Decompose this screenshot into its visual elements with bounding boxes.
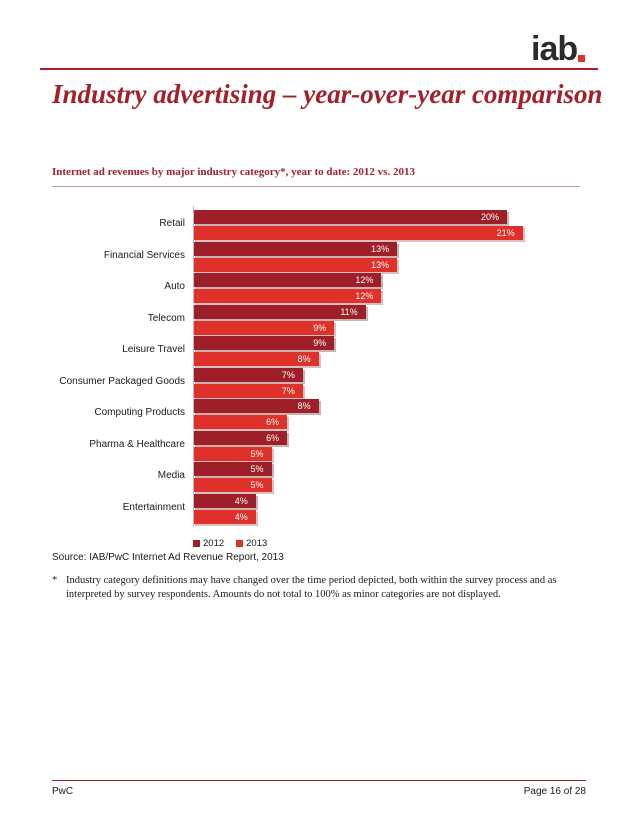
bar-2012 <box>193 430 288 445</box>
category-label: Auto <box>164 281 185 292</box>
footer-company: PwC <box>52 786 74 797</box>
bar-2013 <box>193 257 398 272</box>
page-number: Page 16 of 28 <box>523 786 586 797</box>
chart-subtitle: Internet ad revenues by major industry c… <box>52 166 415 178</box>
logo-dot-icon <box>578 55 586 62</box>
bar-value-label: 5% <box>250 480 264 490</box>
bar-2012 <box>193 462 272 476</box>
legend-item-2012: 2012 <box>193 538 224 549</box>
iab-logo: iab <box>531 26 586 68</box>
category-label: Pharma & Healthcare <box>89 438 185 450</box>
bar-value-label: 8% <box>297 354 311 364</box>
bar-value-label: 4% <box>234 511 248 522</box>
legend-label-2012: 2012 <box>203 538 225 549</box>
bar-value-label: 5% <box>250 464 264 474</box>
legend-item-2013: 2013 <box>236 538 267 549</box>
footnote-mark: * <box>52 575 58 586</box>
bar-value-label: 11% <box>340 306 358 317</box>
header-rule <box>40 68 598 70</box>
bar-2013 <box>193 226 523 240</box>
chart-axis-line <box>193 206 194 527</box>
source-note: Source: IAB/PwC Internet Ad Revenue Repo… <box>52 552 284 563</box>
bar-2013 <box>193 446 272 461</box>
chart-legend: 2012 2013 <box>193 538 279 549</box>
bar-value-label: 6% <box>266 432 280 443</box>
bar-2013 <box>193 352 319 366</box>
bar-2012 <box>193 210 507 224</box>
bar-value-label: 4% <box>234 495 248 506</box>
category-label: Telecom <box>147 312 185 324</box>
bar-value-label: 5% <box>250 448 264 459</box>
bar-value-label: 7% <box>281 369 295 380</box>
bar-value-label: 12% <box>355 291 374 301</box>
bar-value-label: 12% <box>355 275 374 285</box>
bar-value-label: 13% <box>371 243 390 254</box>
category-label: Entertainment <box>122 501 185 513</box>
bar-2012 <box>193 367 303 382</box>
category-label: Retail <box>159 218 185 229</box>
page-title: Industry advertising – year-over-year co… <box>52 79 603 109</box>
bar-2013 <box>193 383 303 398</box>
category-label: Computing Products <box>94 407 185 418</box>
legend-swatch-2013 <box>236 540 244 547</box>
bar-2013 <box>193 289 382 303</box>
logo-text: iab <box>531 30 578 68</box>
category-label: Consumer Packaged Goods <box>59 375 185 387</box>
bar-2012 <box>193 304 366 319</box>
bar-value-label: 9% <box>313 322 327 333</box>
footnote: * Industry category definitions may have… <box>52 574 592 602</box>
bar-2012 <box>193 241 398 256</box>
bar-value-label: 7% <box>281 385 295 396</box>
bar-value-label: 8% <box>297 401 311 411</box>
bar-value-label: 20% <box>480 212 499 222</box>
footnote-text: Industry category definitions may have c… <box>66 575 557 600</box>
legend-swatch-2012 <box>193 540 200 547</box>
bar-2013 <box>193 415 288 429</box>
bar-2012 <box>193 399 319 413</box>
bar-2013 <box>193 509 256 524</box>
bar-2012 <box>193 273 382 287</box>
bar-value-label: 9% <box>313 338 327 348</box>
bar-value-label: 6% <box>266 417 280 427</box>
bar-2012 <box>193 336 335 350</box>
bar-value-label: 21% <box>496 228 515 238</box>
bar-value-label: 13% <box>371 259 390 270</box>
category-label: Media <box>157 470 185 481</box>
subtitle-divider <box>52 186 580 187</box>
bar-2013 <box>193 478 272 492</box>
footer-rule <box>52 780 586 781</box>
category-label: Leisure Travel <box>122 344 185 355</box>
bar-2012 <box>193 493 256 508</box>
category-label: Financial Services <box>103 249 185 261</box>
bar-2013 <box>193 320 335 335</box>
legend-label-2013: 2013 <box>246 538 268 549</box>
